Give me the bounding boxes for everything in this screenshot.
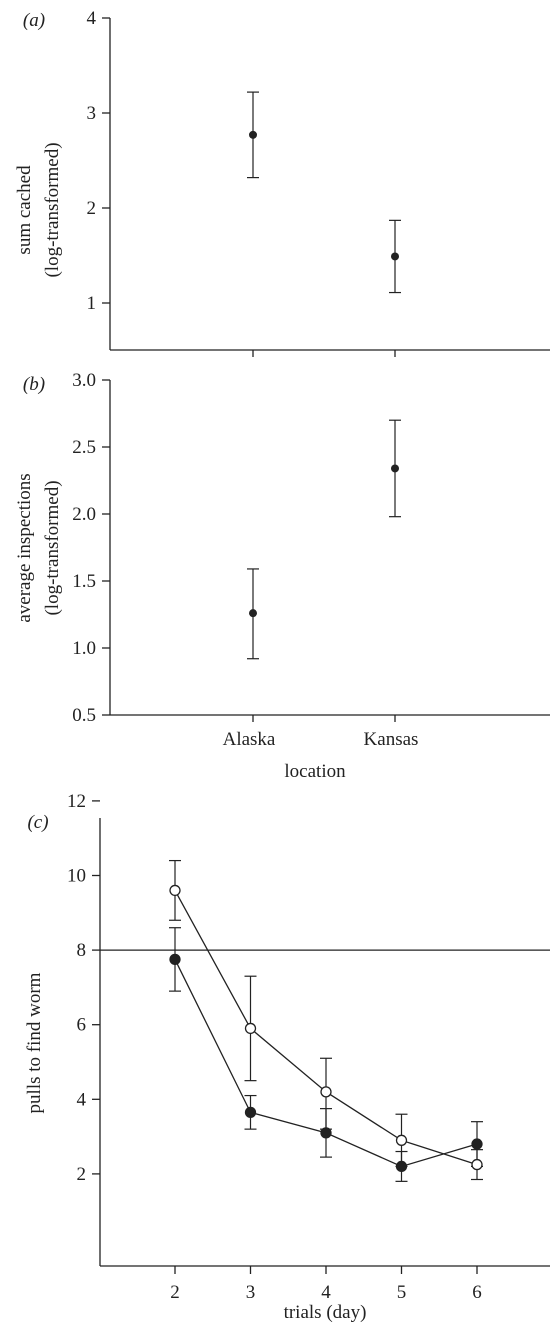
y-axis-title: average inspections	[14, 473, 35, 622]
data-point-filled	[471, 1138, 483, 1150]
y-tick-label: 1.5	[72, 571, 96, 592]
y-tick-label: 4	[87, 8, 97, 29]
y-tick-label: 10	[67, 866, 86, 887]
y-tick-label: 2	[77, 1164, 87, 1185]
x-tick-label: 3	[246, 1282, 256, 1303]
y-axis-title: (log-transformed)	[42, 480, 63, 615]
y-axis-title: sum cached	[14, 165, 35, 255]
y-tick-label: 6	[77, 1015, 87, 1036]
x-tick-label: Kansas	[364, 729, 419, 750]
y-axis-title: pulls to find worm	[24, 972, 45, 1113]
panel-label: (c)	[27, 812, 48, 833]
y-tick-label: 2	[87, 198, 97, 219]
y-tick-label: 3.0	[72, 370, 96, 391]
data-point-open	[169, 884, 181, 897]
y-tick-label: 0.5	[72, 705, 96, 726]
data-point-open	[395, 1134, 408, 1146]
y-tick-label: 1	[87, 293, 97, 314]
y-tick-label: 2.0	[72, 504, 96, 525]
y-tick-label: 8	[77, 940, 87, 961]
y-tick-label: 4	[77, 1089, 87, 1110]
y-tick-label: 3	[87, 103, 97, 124]
x-axis-title: trials (day)	[284, 1302, 367, 1323]
panel-label: (b)	[23, 374, 45, 395]
data-point	[249, 609, 257, 618]
x-tick-label: 2	[170, 1282, 180, 1303]
data-point	[391, 252, 399, 261]
data-point	[391, 464, 399, 473]
data-point-filled	[244, 1106, 257, 1119]
y-tick-label: 12	[67, 791, 86, 812]
y-axis-title: (log-transformed)	[42, 142, 63, 277]
data-point-filled	[169, 953, 181, 966]
data-point	[249, 130, 257, 139]
data-point-open	[320, 1086, 332, 1098]
x-tick-label: 6	[472, 1282, 482, 1303]
data-point-filled	[320, 1127, 332, 1139]
data-point-filled	[395, 1160, 408, 1173]
y-tick-label: 2.5	[72, 437, 96, 458]
x-tick-label: 5	[397, 1282, 407, 1303]
data-point-open	[244, 1022, 257, 1035]
y-tick-label: 1.0	[72, 638, 96, 659]
x-axis-title: location	[284, 761, 346, 782]
x-tick-label: 4	[321, 1282, 331, 1303]
x-tick-label: Alaska	[223, 729, 276, 750]
panel-label: (a)	[23, 10, 45, 31]
data-point-open	[471, 1158, 483, 1171]
